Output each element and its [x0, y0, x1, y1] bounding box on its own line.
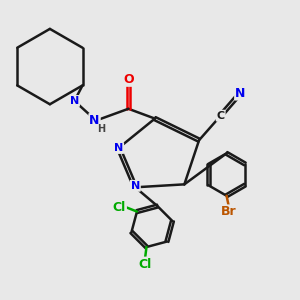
Text: N: N: [131, 181, 140, 191]
Text: N: N: [235, 87, 245, 100]
Text: C: C: [217, 111, 225, 121]
Text: Cl: Cl: [138, 258, 152, 271]
Text: N: N: [89, 114, 100, 127]
Text: H: H: [97, 124, 105, 134]
Text: N: N: [114, 143, 123, 153]
Text: Br: Br: [221, 206, 237, 218]
Text: Cl: Cl: [113, 201, 126, 214]
Text: N: N: [70, 96, 79, 106]
Text: O: O: [123, 73, 134, 86]
